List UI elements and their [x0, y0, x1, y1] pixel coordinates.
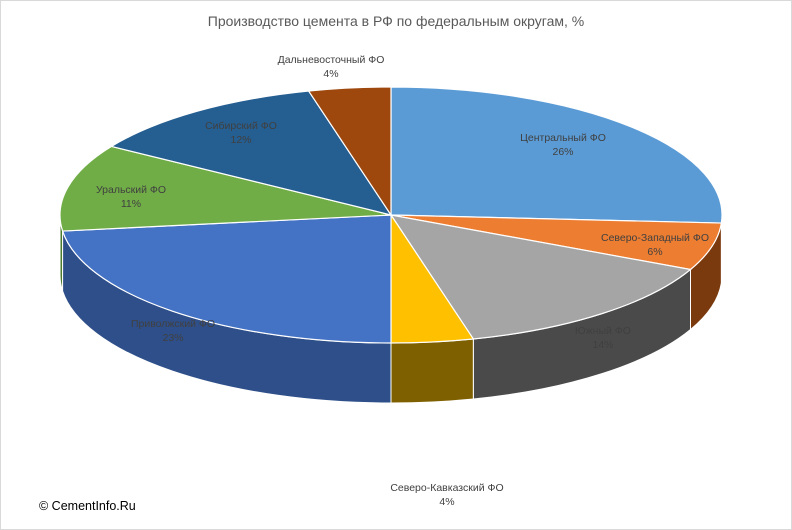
slice-value-label: 26%	[552, 146, 573, 158]
slice-category-label: Южный ФО	[575, 325, 631, 337]
slice-category-label: Северо-Кавказский ФО	[390, 482, 503, 494]
pie-slice	[389, 214, 692, 340]
slice-value-label: 14%	[592, 339, 613, 351]
pie-slice	[109, 90, 393, 216]
slice-value-label: 12%	[230, 134, 251, 146]
slice-value-label: 4%	[439, 496, 454, 508]
pie-slice	[59, 145, 392, 232]
slice-category-label: Уральский ФО	[96, 184, 166, 196]
slice-value-label: 4%	[323, 68, 338, 80]
slice-value-label: 23%	[162, 332, 183, 344]
slice-value-label: 6%	[647, 246, 662, 258]
pie-side-wall	[390, 338, 474, 404]
chart-title: Производство цемента в РФ по федеральным…	[207, 13, 585, 29]
slice-value-label: 11%	[121, 198, 141, 210]
pie-slice	[390, 214, 723, 271]
copyright-label: © CementInfo.Ru	[39, 499, 136, 513]
slice-category-label: Центральный ФО	[520, 132, 606, 144]
pie-slice	[390, 86, 723, 224]
slice-category-label: Приволжский ФО	[131, 318, 215, 330]
slice-category-label: Дальневосточный ФО	[278, 54, 385, 66]
pie-slice	[61, 214, 392, 344]
slice-category-label: Сибирский ФО	[205, 120, 277, 132]
pie-slice	[307, 86, 392, 217]
slice-category-label: Северо-Западный ФО	[601, 232, 709, 244]
